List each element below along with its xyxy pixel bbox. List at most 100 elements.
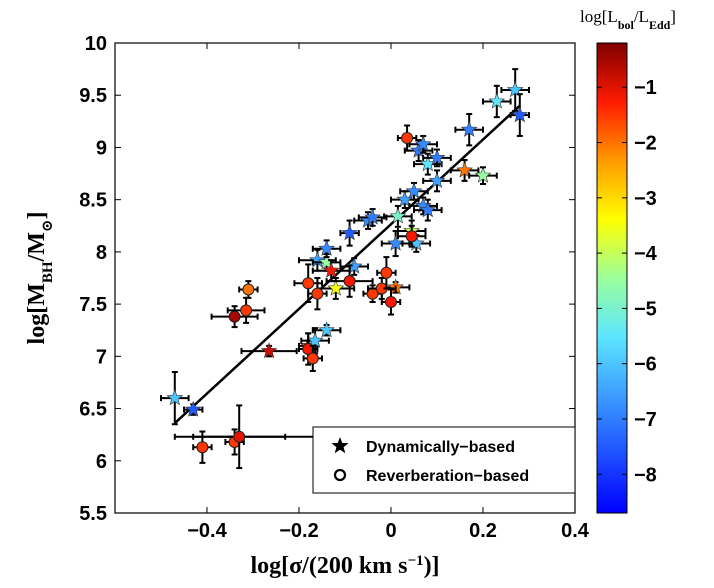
- dynamic-point: [454, 113, 484, 147]
- star-marker: [387, 234, 405, 251]
- colorbar-tick-label: −2: [634, 133, 657, 155]
- y-tick-label: 10: [85, 33, 107, 55]
- star-marker: [405, 182, 423, 199]
- reverberation-point: [380, 288, 402, 316]
- dynamic-point: [339, 219, 360, 247]
- colorbar-title: log[Lbol/LEdd]: [580, 7, 676, 32]
- x-tick-label: 0.2: [469, 520, 497, 542]
- circle-marker: [405, 230, 418, 243]
- circle-marker: [228, 310, 241, 323]
- star-marker: [322, 261, 340, 278]
- dynamic-point: [500, 68, 530, 112]
- reverberation-point: [325, 264, 374, 298]
- colorbar-tick-label: −5: [634, 298, 657, 320]
- y-tick-label: 9.5: [79, 85, 107, 107]
- star-marker: [364, 208, 382, 225]
- star-marker: [506, 81, 524, 98]
- colorbar-tick-label: −3: [634, 188, 657, 210]
- reverberation-point: [226, 296, 266, 324]
- dynamic-point: [183, 400, 204, 417]
- reverberation-point: [192, 430, 213, 464]
- colorbar-tick-label: −4: [634, 243, 658, 265]
- star-marker: [488, 92, 506, 109]
- dynamic-point: [311, 252, 342, 272]
- dynamic-point: [240, 342, 298, 359]
- circle-marker: [385, 296, 397, 309]
- reverberation-point: [376, 256, 397, 290]
- y-tick-label: 5.5: [79, 503, 107, 525]
- circle-marker: [401, 132, 414, 145]
- dynamic-point: [401, 234, 432, 253]
- star-marker: [318, 321, 336, 338]
- x-tick-label: 0.4: [561, 520, 590, 542]
- legend-entry-reverberation: Reverberation−based: [366, 468, 529, 485]
- star-marker: [428, 149, 446, 166]
- dynamic-point: [422, 148, 452, 168]
- reverberation-point: [293, 263, 323, 304]
- axis-ticks: −0.4 −0.2 0 0.2 0.4 5.5 6 6.5 7 7.5 8 8.5 9 9.5 10: [79, 33, 590, 542]
- x-tick-label: −0.2: [279, 520, 318, 542]
- y-tick-label: 9: [96, 137, 107, 159]
- reverberation-point: [192, 404, 287, 470]
- star-marker: [474, 166, 492, 183]
- dynamic-point: [449, 158, 480, 182]
- star-marker: [345, 257, 363, 274]
- star-marker: [166, 389, 184, 406]
- y-tick-label: 8: [96, 242, 107, 264]
- y-tick-label: 7: [96, 346, 107, 368]
- circle-marker: [196, 441, 209, 454]
- colorbar-ticks: −1 −2 −3 −4 −5 −6 −7 −8: [597, 77, 658, 486]
- colorbar-gradient: [596, 42, 628, 514]
- star-marker: [327, 279, 345, 296]
- colorbar-tick-label: −7: [634, 409, 657, 431]
- circle-marker: [306, 352, 319, 365]
- circle-marker: [242, 283, 255, 296]
- legend-box: [312, 426, 576, 494]
- x-tick-label: 0: [385, 520, 396, 542]
- dynamic-point: [339, 257, 369, 276]
- circle-marker: [311, 287, 324, 300]
- colorbar-tick-label: −6: [634, 354, 657, 376]
- reverberation-point: [302, 344, 323, 372]
- dynamic-point: [413, 198, 443, 222]
- dynamic-point: [422, 169, 452, 193]
- star-marker: [184, 400, 202, 417]
- y-tick-label: 8.5: [79, 190, 107, 212]
- y-tick-label: 7.5: [79, 294, 107, 316]
- x-tick-label: −0.4: [187, 520, 227, 542]
- star-marker: [260, 342, 278, 359]
- dynamic-point: [408, 196, 438, 216]
- star-marker: [341, 224, 359, 241]
- y-tick-label: 6.5: [79, 399, 107, 421]
- dynamic-point: [311, 239, 342, 259]
- legend: Dynamically−based Reverberation−based: [312, 426, 576, 494]
- x-axis-label: log[σ/(200 km s−1)]: [250, 553, 439, 579]
- colorbar-tick-label: −1: [634, 77, 657, 99]
- dynamic-point: [468, 166, 498, 185]
- star-marker: [414, 135, 432, 152]
- circle-marker: [233, 430, 246, 443]
- star-marker: [460, 120, 478, 137]
- dynamic-point: [399, 181, 429, 201]
- legend-star-icon: [331, 437, 349, 454]
- legend-entry-dynamic: Dynamically−based: [366, 439, 515, 456]
- colorbar: log[Lbol/LEdd] −1 −2 −3 −4 −5 −6 −7 −8: [580, 7, 676, 514]
- circle-marker: [240, 304, 253, 317]
- reverberation-point: [396, 124, 418, 152]
- reverberation-point: [238, 280, 259, 299]
- star-marker: [318, 239, 336, 256]
- star-marker: [308, 251, 326, 268]
- reverberation-point: [396, 224, 427, 248]
- circle-marker: [302, 277, 315, 290]
- star-marker: [456, 161, 474, 178]
- dynamic-point: [160, 371, 190, 426]
- data-points: [160, 68, 530, 470]
- y-axis-label: log[MBH/M⊙]: [24, 212, 56, 345]
- dynamic-point: [311, 321, 342, 338]
- star-marker: [428, 172, 446, 189]
- y-tick-label: 6: [96, 451, 107, 473]
- circle-marker: [343, 275, 356, 288]
- circle-marker: [380, 266, 393, 279]
- dynamic-point: [509, 93, 530, 137]
